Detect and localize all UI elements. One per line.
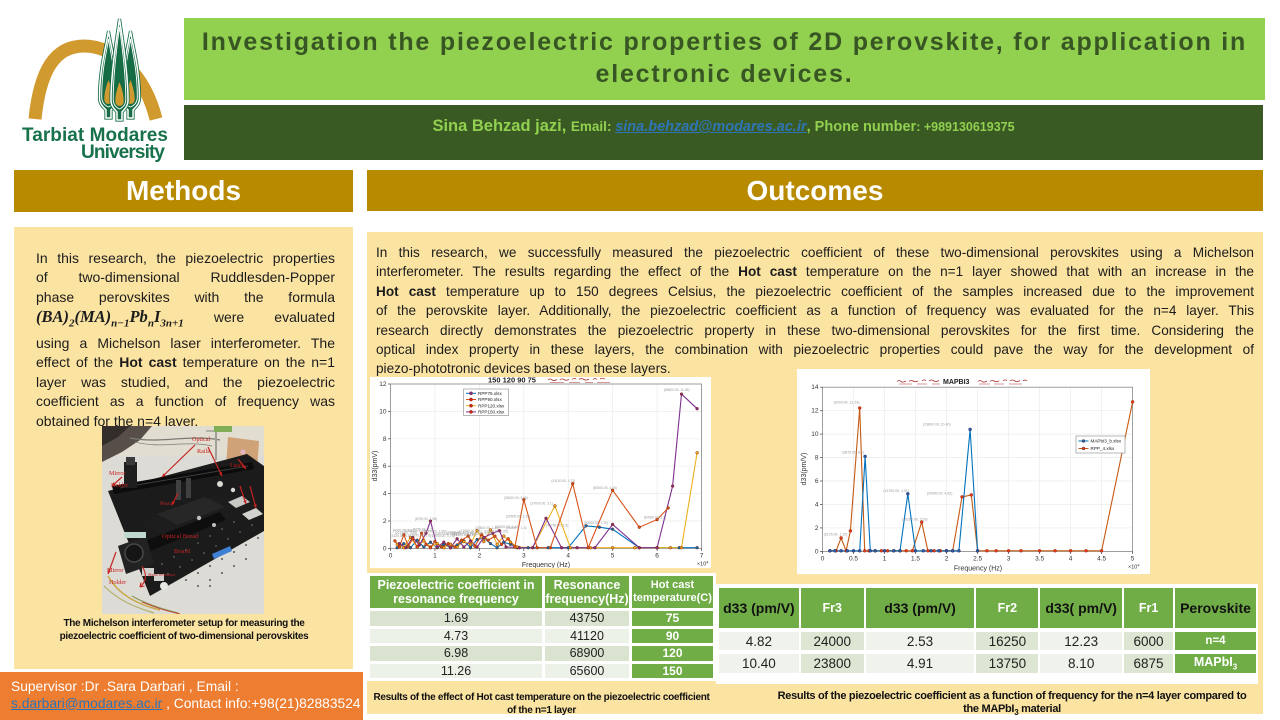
svg-text:×104: ×104 bbox=[697, 559, 709, 567]
svg-text:(6250.00, 1.2): (6250.00, 1.2) bbox=[413, 528, 434, 532]
svg-text:×104: ×104 bbox=[1128, 562, 1140, 570]
svg-text:3.5: 3.5 bbox=[1035, 555, 1044, 562]
svg-text:(6875.00, 8.1): (6875.00, 8.1) bbox=[842, 451, 864, 455]
svg-text:Holder: Holder bbox=[111, 482, 128, 489]
svg-text:Tarbiat Modares: Tarbiat Modares bbox=[22, 125, 168, 146]
svg-text:(24500.00, 1.42): (24500.00, 1.42) bbox=[495, 525, 519, 529]
svg-text:(3125.00, 0.8): (3125.00, 0.8) bbox=[391, 534, 412, 538]
svg-text:Mirror: Mirror bbox=[109, 470, 126, 477]
svg-text:(37000.00, 3.1): (37000.00, 3.1) bbox=[530, 502, 552, 506]
svg-text:(50000.00, 1.70): (50000.00, 1.70) bbox=[584, 521, 608, 525]
svg-text:d33(pm/V): d33(pm/V) bbox=[801, 453, 808, 486]
svg-text:150 120 90 75: 150 120 90 75 bbox=[488, 377, 536, 385]
svg-text:d33(pmV): d33(pmV) bbox=[372, 451, 379, 482]
svg-text:4.5: 4.5 bbox=[1097, 555, 1106, 562]
svg-text:4: 4 bbox=[383, 491, 387, 498]
svg-text:10: 10 bbox=[811, 431, 819, 438]
svg-text:(3750.00, 1.05): (3750.00, 1.05) bbox=[404, 529, 426, 533]
svg-text:6: 6 bbox=[655, 552, 659, 559]
svg-text:(41120.00, 4.73): (41120.00, 4.73) bbox=[551, 479, 575, 483]
svg-text:RPP90.xlsx: RPP90.xlsx bbox=[478, 397, 502, 402]
svg-text:RPP120.xlsx: RPP120.xlsx bbox=[478, 403, 505, 408]
svg-text:(5500.00, 0.8): (5500.00, 0.8) bbox=[411, 533, 432, 537]
svg-text:0.5: 0.5 bbox=[849, 555, 858, 562]
svg-text:1: 1 bbox=[883, 555, 887, 562]
svg-text:0: 0 bbox=[389, 552, 393, 559]
svg-text:4: 4 bbox=[815, 502, 819, 509]
svg-text:0: 0 bbox=[383, 545, 387, 552]
svg-text:(22000.00, 1.05): (22000.00, 1.05) bbox=[484, 530, 508, 534]
svg-text:(17500.00, 1.1): (17500.00, 1.1) bbox=[459, 529, 481, 533]
svg-text:University: University bbox=[81, 142, 165, 163]
svg-text:3: 3 bbox=[1007, 555, 1011, 562]
svg-text:RPP150.xlsx: RPP150.xlsx bbox=[478, 410, 505, 415]
svg-text:(23800.00, 10.40): (23800.00, 10.40) bbox=[923, 422, 951, 426]
svg-text:(13750.00, 4.91): (13750.00, 4.91) bbox=[883, 489, 909, 493]
svg-text:MAPBI3: MAPBI3 bbox=[943, 379, 970, 386]
svg-text:1: 1 bbox=[433, 552, 437, 559]
svg-text:Laser: Laser bbox=[230, 462, 244, 469]
svg-text:(8750.00, 1.96): (8750.00, 1.96) bbox=[415, 517, 437, 521]
svg-text:(20500.00, 1.35): (20500.00, 1.35) bbox=[475, 526, 499, 530]
svg-text:(4000.00, 1.1): (4000.00, 1.1) bbox=[393, 528, 414, 532]
svg-text:Optical: Optical bbox=[192, 436, 210, 443]
svg-text:Mirror: Mirror bbox=[107, 567, 124, 574]
svg-text:(65600.00, 11.26): (65600.00, 11.26) bbox=[664, 388, 690, 392]
svg-text:(11000.00, 0.9): (11000.00, 0.9) bbox=[435, 532, 457, 536]
svg-text:2: 2 bbox=[478, 552, 482, 559]
svg-text:(16250.00, 0.9): (16250.00, 0.9) bbox=[451, 531, 473, 535]
svg-text:4: 4 bbox=[1069, 555, 1073, 562]
svg-text:(26500.0, 1.3): (26500.0, 1.3) bbox=[506, 526, 527, 530]
svg-text:14: 14 bbox=[811, 384, 819, 391]
svg-text:(10000.00, 0.78): (10000.00, 0.78) bbox=[431, 534, 455, 538]
svg-text:Frequency (Hz): Frequency (Hz) bbox=[522, 562, 570, 568]
svg-text:Optical Bread: Optical Bread bbox=[162, 533, 199, 540]
svg-text:(43750.00, 1.6): (43750.00, 1.6) bbox=[546, 524, 568, 528]
svg-text:7: 7 bbox=[700, 552, 704, 559]
svg-text:3: 3 bbox=[522, 552, 526, 559]
svg-text:(14000.00, 1.0): (14000.00, 1.0) bbox=[446, 531, 468, 535]
svg-text:(6000.00, 12.23): (6000.00, 12.23) bbox=[834, 401, 860, 405]
svg-text:Holder: Holder bbox=[109, 579, 126, 586]
svg-text:6: 6 bbox=[383, 463, 387, 470]
svg-text:0: 0 bbox=[815, 548, 819, 555]
svg-text:(50000.00, 4.25): (50000.00, 4.25) bbox=[593, 486, 617, 490]
svg-text:8: 8 bbox=[383, 436, 387, 443]
svg-text:12: 12 bbox=[379, 381, 387, 388]
svg-text:(19500.00, 0.95): (19500.00, 0.95) bbox=[468, 531, 492, 535]
svg-text:(2125.00, 0.95): (2125.00, 0.95) bbox=[395, 531, 417, 535]
svg-text:(60000.00, 2.1): (60000.00, 2.1) bbox=[644, 516, 666, 520]
svg-text:Frequency (Hz): Frequency (Hz) bbox=[954, 565, 1002, 572]
svg-text:(9000.00, 1.05): (9000.00, 1.05) bbox=[424, 530, 446, 534]
svg-text:(3125.00, 1.15): (3125.00, 1.15) bbox=[824, 533, 848, 537]
svg-text:Board: Board bbox=[174, 548, 191, 555]
svg-text:8: 8 bbox=[815, 455, 819, 462]
svg-text:5: 5 bbox=[1131, 555, 1135, 562]
svg-text:RPP75.xlsx: RPP75.xlsx bbox=[478, 391, 502, 396]
svg-text:4: 4 bbox=[566, 552, 570, 559]
svg-text:2: 2 bbox=[945, 555, 949, 562]
svg-text:Rails: Rails bbox=[197, 448, 210, 455]
svg-text:(24000.00, 4.82): (24000.00, 4.82) bbox=[927, 492, 953, 496]
svg-text:2: 2 bbox=[383, 518, 387, 525]
svg-text:(30000.00, 3.56): (30000.00, 3.56) bbox=[504, 496, 528, 500]
svg-text:Piezo: Piezo bbox=[160, 501, 172, 507]
svg-text:6: 6 bbox=[815, 478, 819, 485]
svg-text:1.5: 1.5 bbox=[911, 555, 920, 562]
svg-text:(16250.00, 2.53): (16250.00, 2.53) bbox=[902, 518, 928, 522]
svg-text:10: 10 bbox=[379, 408, 387, 415]
svg-text:5: 5 bbox=[611, 552, 615, 559]
svg-text:MAPbI3_b.xlsx: MAPbI3_b.xlsx bbox=[1091, 439, 1122, 444]
svg-text:12: 12 bbox=[811, 408, 819, 415]
svg-text:2: 2 bbox=[815, 525, 819, 532]
svg-text:0: 0 bbox=[821, 555, 825, 562]
svg-text:RPP_4.xlsx: RPP_4.xlsx bbox=[1091, 446, 1115, 451]
svg-text:2.5: 2.5 bbox=[973, 555, 982, 562]
svg-text:(15500.00, 0.82): (15500.00, 0.82) bbox=[453, 533, 477, 537]
svg-text:Shunt resistance: Shunt resistance bbox=[148, 572, 175, 577]
svg-text:(26500.00, 2.18): (26500.00, 2.18) bbox=[506, 515, 530, 519]
